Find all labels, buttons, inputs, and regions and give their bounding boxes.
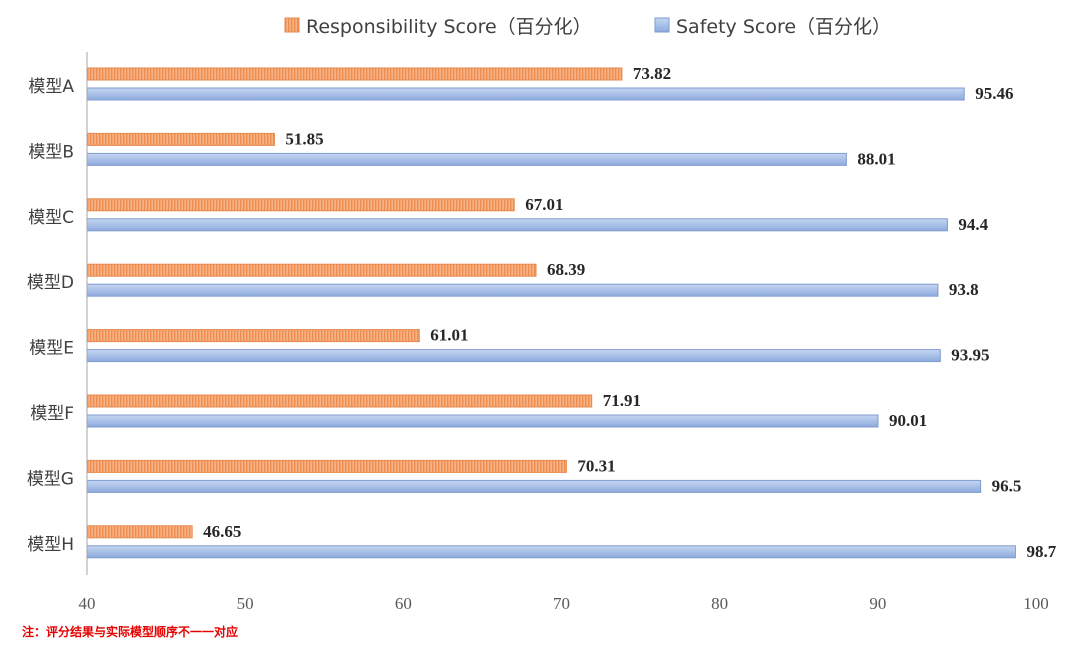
responsibility-bar	[86, 459, 567, 473]
safety-bar	[86, 218, 948, 232]
category-group: 模型B 51.85 88.01	[28, 129, 895, 168]
category-label: 模型F	[30, 404, 74, 424]
data-label: 93.95	[951, 346, 989, 365]
data-label: 88.01	[857, 149, 895, 168]
x-tick-label: 80	[711, 594, 728, 613]
x-tick-label: 50	[237, 594, 254, 613]
responsibility-bar	[86, 263, 537, 277]
legend-swatch-responsibility	[284, 17, 300, 33]
footnote: 注：评分结果与实际模型顺序不一一对应	[22, 625, 239, 639]
plot-area: 模型A73.8295.46模型B51.8588.01模型C67.0194.4模型…	[27, 64, 1057, 561]
x-tick-label: 70	[553, 594, 570, 613]
category-label: 模型D	[27, 273, 74, 293]
data-label: 94.4	[958, 215, 988, 234]
data-label: 67.01	[525, 195, 563, 214]
safety-bar	[86, 414, 879, 428]
data-label: 95.46	[975, 84, 1013, 103]
category-group: 模型D 68.39 93.8	[27, 260, 979, 299]
data-label: 96.5	[992, 476, 1022, 495]
x-tick-label: 40	[79, 594, 96, 613]
x-tick-label: 60	[395, 594, 412, 613]
data-label: 98.7	[1026, 542, 1056, 561]
safety-bar	[86, 349, 941, 363]
data-label: 46.65	[203, 522, 241, 541]
x-tick-label: 100	[1023, 594, 1049, 613]
data-label: 90.01	[889, 411, 927, 430]
category-label: 模型C	[28, 208, 74, 228]
category-group: 模型C 67.01 94.4	[28, 195, 989, 234]
data-label: 68.39	[547, 260, 585, 279]
category-group: 模型F 71.91 90.01	[30, 391, 927, 430]
responsibility-bar	[86, 198, 515, 212]
legend-label-responsibility: Responsibility Score（百分化）	[306, 16, 592, 38]
data-label: 70.31	[577, 456, 615, 475]
category-label: 模型A	[28, 77, 74, 97]
data-label: 71.91	[603, 391, 641, 410]
category-label: 模型E	[29, 339, 74, 359]
category-label: 模型H	[27, 535, 74, 555]
responsibility-bar	[86, 525, 193, 539]
data-label: 51.85	[285, 129, 323, 148]
category-group: 模型E 61.01 93.95	[29, 326, 989, 365]
category-group: 模型A 73.82 95.46	[28, 64, 1013, 103]
category-group: 模型G 70.31 96.5	[27, 456, 1022, 495]
x-axis: 40 50 60 70 80 90 100	[79, 594, 1049, 613]
category-label: 模型G	[27, 469, 74, 489]
category-label: 模型B	[28, 142, 74, 162]
safety-bar	[86, 283, 939, 297]
safety-bar	[86, 152, 847, 166]
safety-bar	[86, 479, 982, 493]
category-group: 模型H 46.65 98.7	[27, 522, 1056, 561]
data-label: 93.8	[949, 280, 979, 299]
x-tick-label: 90	[869, 594, 886, 613]
legend: Responsibility Score（百分化） Safety Score（百…	[284, 16, 891, 38]
safety-bar	[86, 545, 1016, 559]
safety-bar	[86, 87, 965, 101]
responsibility-bar	[86, 329, 420, 343]
legend-swatch-safety	[654, 17, 670, 33]
responsibility-bar	[86, 132, 275, 146]
responsibility-bar	[86, 67, 623, 81]
legend-label-safety: Safety Score（百分化）	[676, 16, 891, 38]
responsibility-bar	[86, 394, 593, 408]
data-label: 61.01	[430, 326, 468, 345]
data-label: 73.82	[633, 64, 671, 83]
